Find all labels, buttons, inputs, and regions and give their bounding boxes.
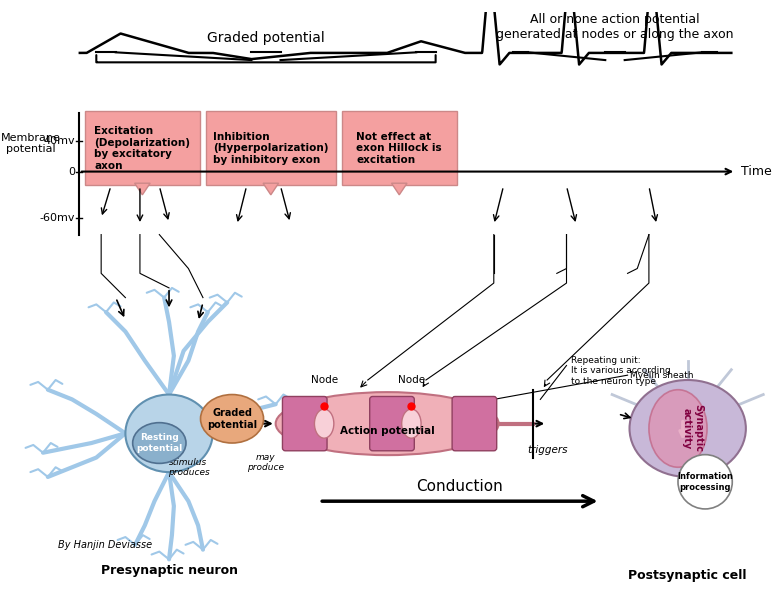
Text: Repeating unit:
It is various according
to the neuron type: Repeating unit: It is various according … xyxy=(571,356,671,386)
Text: -60mv: -60mv xyxy=(40,213,75,223)
Text: Postsynaptic cell: Postsynaptic cell xyxy=(629,569,747,582)
Text: stimulus
produces: stimulus produces xyxy=(168,458,210,477)
Text: Inhibition
(Hyperpolarization)
by inhibitory exon: Inhibition (Hyperpolarization) by inhibi… xyxy=(213,132,328,165)
Text: Time: Time xyxy=(741,165,772,178)
Ellipse shape xyxy=(133,422,186,463)
FancyBboxPatch shape xyxy=(206,112,336,185)
Text: may
produce: may produce xyxy=(248,453,285,472)
Circle shape xyxy=(678,455,733,509)
Ellipse shape xyxy=(629,380,746,477)
Text: Synaptic
activity: Synaptic activity xyxy=(682,404,703,452)
Ellipse shape xyxy=(275,392,499,455)
Text: Graded potential: Graded potential xyxy=(207,31,325,44)
Text: Myelin sheath: Myelin sheath xyxy=(629,371,693,380)
Text: 40mv: 40mv xyxy=(43,136,75,146)
Text: By Hanjin Deviasse: By Hanjin Deviasse xyxy=(57,540,151,550)
Text: Resting
potential: Resting potential xyxy=(137,433,182,453)
FancyBboxPatch shape xyxy=(452,397,497,451)
Text: Action potential: Action potential xyxy=(340,427,435,436)
Text: Not effect at
exon Hillock is
excitation: Not effect at exon Hillock is excitation xyxy=(356,132,442,165)
Ellipse shape xyxy=(314,409,334,438)
FancyBboxPatch shape xyxy=(369,397,414,451)
Ellipse shape xyxy=(200,395,264,443)
Text: 0: 0 xyxy=(68,167,75,176)
Text: Information
processing: Information processing xyxy=(677,472,733,491)
Ellipse shape xyxy=(402,409,421,438)
Text: Presynaptic neuron: Presynaptic neuron xyxy=(101,564,237,577)
Ellipse shape xyxy=(126,395,213,472)
Text: Node: Node xyxy=(310,375,338,385)
Ellipse shape xyxy=(649,390,707,467)
FancyBboxPatch shape xyxy=(85,112,200,185)
Ellipse shape xyxy=(147,424,181,453)
Text: Node: Node xyxy=(398,375,425,385)
Text: All or none action potential
generated at nodes or along the axon: All or none action potential generated a… xyxy=(496,13,734,41)
Text: triggers: triggers xyxy=(527,445,567,455)
Polygon shape xyxy=(392,183,407,195)
Text: Membrane
potential: Membrane potential xyxy=(1,133,61,154)
Polygon shape xyxy=(263,183,279,195)
FancyBboxPatch shape xyxy=(341,112,457,185)
Text: Conduction: Conduction xyxy=(417,479,504,494)
Text: Excitation
(Depolarization)
by excitatory
axon: Excitation (Depolarization) by excitator… xyxy=(95,126,190,171)
Text: Graded
potential: Graded potential xyxy=(207,408,257,430)
Polygon shape xyxy=(134,183,150,195)
FancyBboxPatch shape xyxy=(282,397,327,451)
